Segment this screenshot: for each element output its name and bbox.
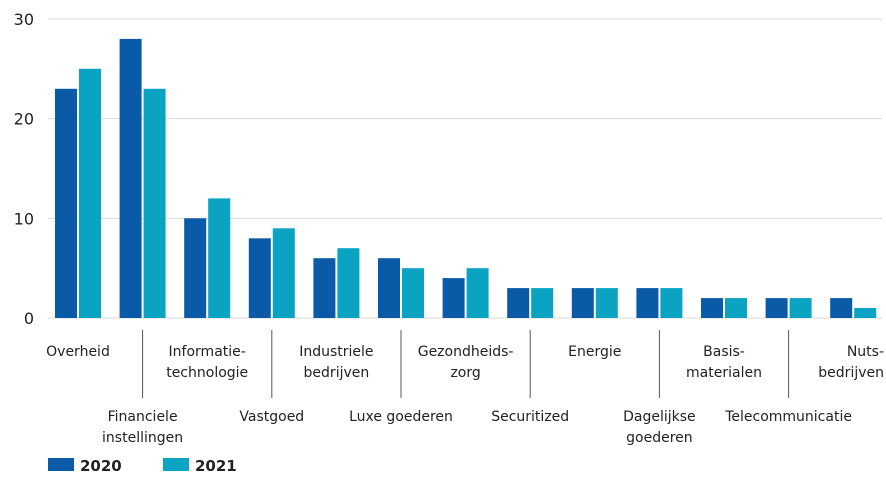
x-tick-label-line: goederen <box>626 430 693 446</box>
x-tick-label-line: bedrijven <box>304 365 370 381</box>
bar-2020 <box>830 298 853 318</box>
bar-2021 <box>789 298 812 318</box>
x-tick-label-line: technologie <box>166 365 248 381</box>
x-tick-label-line: instellingen <box>102 430 183 446</box>
x-tick-label-line: Telecommunicatie <box>724 409 852 425</box>
bars <box>55 38 877 319</box>
x-tick-label: Basis-materialen <box>686 344 762 381</box>
x-tick-label-line: Securitized <box>491 409 569 425</box>
category-separators <box>142 330 790 398</box>
x-tick-label-line: Basis- <box>703 344 745 360</box>
x-tick-label-line: Financiele <box>108 409 178 425</box>
bar-2021 <box>854 308 877 318</box>
y-tick-label: 10 <box>14 209 34 228</box>
x-tick-label: Gezondheids-zorg <box>418 344 514 381</box>
y-tick-label: 20 <box>14 110 34 129</box>
bar-2021 <box>466 268 489 318</box>
x-tick-label-line: Nuts- <box>847 344 884 360</box>
x-tick-label-line: Gezondheids- <box>418 344 514 360</box>
bar-2021 <box>79 68 101 318</box>
bar-2021 <box>402 268 424 318</box>
x-tick-label-line: Luxe goederen <box>349 409 453 425</box>
y-tick-label: 0 <box>24 309 34 328</box>
bar-2020 <box>701 298 723 318</box>
bar-2020 <box>765 298 788 318</box>
y-axis-ticks: 0 10 20 30 <box>14 10 34 328</box>
x-tick-label-line: Industriele <box>299 344 373 360</box>
x-tick-label: Dagelijkse goederen <box>623 409 696 446</box>
bar-2020 <box>442 278 465 318</box>
x-tick-label: Informatie-technologie <box>166 344 248 381</box>
bar-2020 <box>313 258 336 318</box>
bar-2020 <box>378 258 400 318</box>
x-tick-label: Luxe goederen <box>349 409 453 425</box>
legend-label: 2021 <box>195 457 237 475</box>
x-tick-label-line: Informatie- <box>169 344 246 360</box>
bar-2021 <box>143 88 166 318</box>
x-tick-label-line: Vastgoed <box>239 409 304 425</box>
bar-2020 <box>55 88 77 318</box>
x-tick-label-line: Energie <box>568 344 621 360</box>
bar-2021 <box>725 298 747 318</box>
bar-2020 <box>184 218 207 318</box>
x-tick-label-line: bedrijven <box>818 365 884 381</box>
x-tick-label-line: zorg <box>450 365 480 381</box>
bar-2021 <box>531 288 554 318</box>
x-tick-label: Vastgoed <box>239 409 304 425</box>
bar-2020 <box>636 288 659 318</box>
legend-label: 2020 <box>80 457 122 475</box>
bar-2021 <box>337 248 360 318</box>
x-tick-label: Overheid <box>46 344 110 360</box>
x-tick-label: Telecommunicatie <box>724 409 852 425</box>
category-labels: Overheid Financiele instellingen Informatie… <box>46 344 884 446</box>
bar-2021 <box>272 228 295 318</box>
x-tick-label: Securitized <box>491 409 569 425</box>
bar-2020 <box>507 288 530 318</box>
legend-swatch-2020 <box>48 458 74 471</box>
legend: 2020 2021 <box>48 457 237 475</box>
x-tick-label-line: Dagelijkse <box>623 409 696 425</box>
bar-2021 <box>208 198 231 318</box>
legend-swatch-2021 <box>163 458 189 471</box>
y-tick-label: 30 <box>14 10 34 29</box>
x-tick-label: Nuts-bedrijven <box>818 344 884 381</box>
bar-2020 <box>248 238 271 318</box>
bar-2021 <box>660 288 683 318</box>
x-tick-label: Financiele instellingen <box>102 409 183 446</box>
x-tick-label: Energie <box>568 344 621 360</box>
bar-2021 <box>595 288 618 318</box>
bar-2020 <box>571 288 594 318</box>
x-tick-label-line: materialen <box>686 365 762 381</box>
x-tick-label: Industriele bedrijven <box>299 344 373 381</box>
gridlines <box>48 18 882 319</box>
bar-2020 <box>119 38 142 319</box>
x-tick-label-line: Overheid <box>46 344 110 360</box>
